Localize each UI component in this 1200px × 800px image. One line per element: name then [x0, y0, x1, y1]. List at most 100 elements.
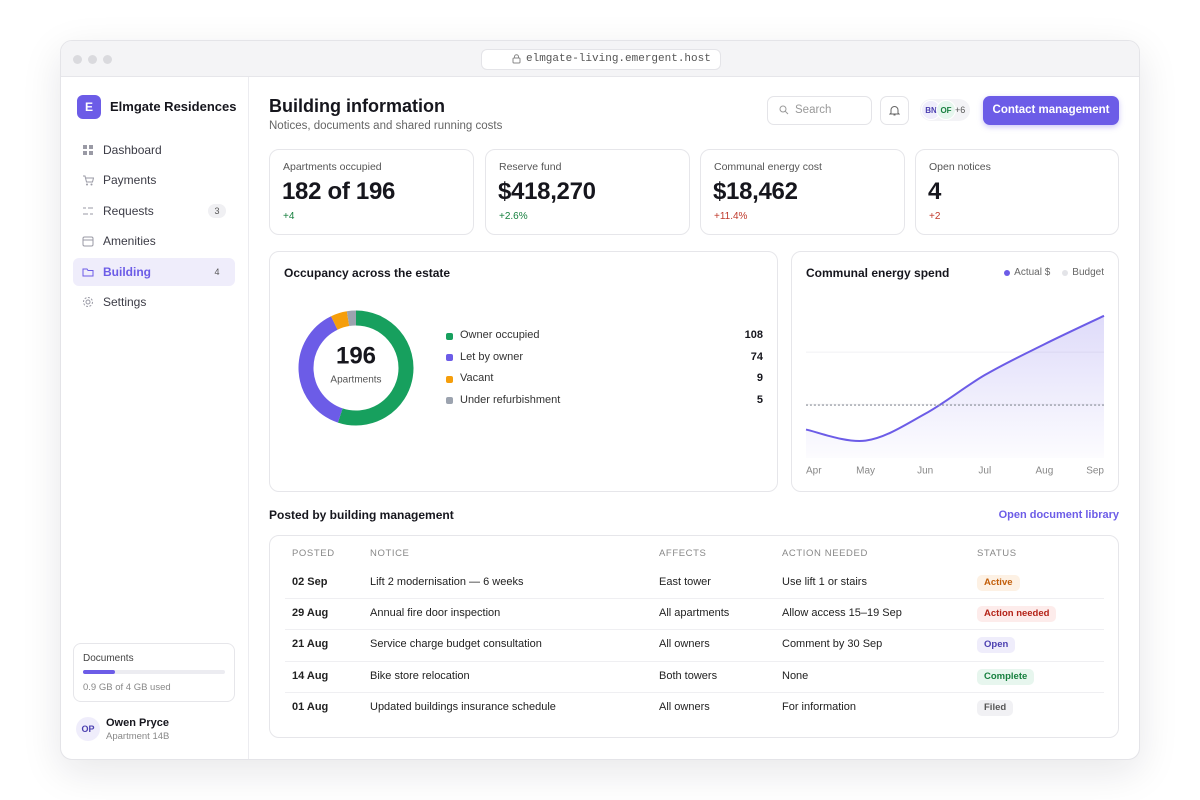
search-box[interactable] — [767, 96, 872, 125]
storage-track — [83, 670, 225, 674]
kpi-card — [700, 149, 905, 235]
table-cell: East tower — [659, 576, 711, 588]
kpi-delta: +2.6% — [499, 211, 528, 222]
sidebar — [61, 77, 249, 759]
nav-icon — [82, 236, 94, 247]
nav-item[interactable]: Payments — [103, 173, 157, 188]
donut-segment — [346, 310, 357, 327]
table-cell: Service charge budget consultation — [370, 638, 542, 651]
chart-title: Communal energy spend — [806, 266, 950, 280]
row-divider — [285, 598, 1104, 600]
kpi-label: Open notices — [929, 161, 991, 173]
nav-badge: 3 — [208, 203, 226, 218]
nav-item[interactable]: Requests — [103, 203, 154, 218]
status-pill: Action needed — [977, 606, 1057, 623]
legend-dot — [1004, 270, 1011, 276]
search-placeholder: Search — [795, 104, 832, 116]
legend-value: 5 — [756, 393, 763, 406]
table-cell: Updated buildings insurance schedule — [370, 700, 556, 713]
status-pill: Filed — [977, 699, 1014, 716]
x-tick-label: May — [856, 466, 875, 477]
legend-dot — [446, 354, 453, 362]
table-cell: 01 Aug — [292, 700, 329, 713]
window-dot[interactable] — [73, 55, 82, 64]
row-divider — [285, 629, 1104, 631]
status-pill: Open — [977, 637, 1016, 654]
kpi-value: 4 — [928, 178, 942, 205]
user-unit: Apartment 14B — [106, 731, 170, 742]
donut-segment — [298, 316, 343, 423]
bell-icon — [889, 106, 900, 116]
legend-dot — [446, 332, 453, 340]
document-link[interactable]: Open document library — [998, 509, 1119, 521]
x-tick-label: Jun — [917, 466, 933, 477]
x-tick-label: Apr — [806, 466, 822, 477]
x-tick-label: Jul — [978, 466, 991, 477]
contact-button[interactable]: Contact management — [983, 96, 1119, 125]
chart-title: Occupancy across the estate — [284, 266, 451, 280]
window-dot[interactable] — [103, 55, 112, 64]
table-cell: Both towers — [659, 669, 718, 682]
kpi-label: Communal energy cost — [714, 161, 822, 173]
column-header: AFFECTS — [659, 548, 707, 559]
storage-bar — [83, 670, 115, 674]
storage-text: 0.9 GB of 4 GB used — [83, 682, 171, 693]
page-subtitle: Notices, documents and shared running co… — [269, 120, 503, 132]
chart-card — [269, 251, 778, 492]
section-title: Posted by building management — [269, 508, 454, 522]
url-bar[interactable] — [481, 49, 721, 70]
table-cell: Bike store relocation — [370, 669, 470, 682]
legend-label: Owner occupied — [460, 329, 540, 341]
legend-dot — [1062, 270, 1069, 276]
table-cell: Allow access 15–19 Sep — [782, 607, 902, 620]
column-header: STATUS — [977, 548, 1017, 559]
column-header: POSTED — [292, 548, 335, 559]
x-tick-label: Sep — [1086, 466, 1104, 477]
table-cell: 21 Aug — [292, 638, 329, 651]
nav-icon — [83, 175, 94, 186]
window-dot[interactable] — [88, 55, 97, 64]
table-cell: All owners — [659, 638, 710, 651]
column-header: NOTICE — [370, 548, 410, 559]
row-divider — [285, 691, 1104, 693]
nav-badge: 4 — [214, 266, 220, 277]
storage-label: Documents — [83, 653, 134, 664]
nav-icon — [82, 268, 94, 277]
nav-active-bg[interactable] — [73, 257, 235, 286]
legend-label: Vacant — [460, 372, 494, 385]
table-cell: For information — [782, 700, 856, 713]
donut-chart: 196 Apartments — [298, 310, 414, 426]
donut-segment — [331, 311, 350, 330]
lock-icon — [512, 54, 521, 64]
legend-value: 9 — [756, 372, 763, 385]
table-cell: All owners — [659, 700, 710, 713]
avatar-more: +6 — [955, 105, 966, 115]
table-cell: 14 Aug — [292, 669, 329, 682]
url: elmgate-living.emergent.host — [526, 53, 711, 65]
kpi-delta: +11.4% — [714, 211, 748, 222]
kpi-card — [269, 149, 474, 235]
table-cell: Comment by 30 Sep — [782, 638, 883, 651]
table-cell: All apartments — [659, 607, 730, 620]
bell-button[interactable] — [880, 96, 909, 125]
nav-icon — [83, 297, 93, 307]
area — [806, 315, 1104, 458]
table-cell: None — [782, 669, 809, 682]
nav-item[interactable]: Building — [103, 264, 151, 279]
kpi-card — [915, 149, 1119, 235]
status-pill: Complete — [977, 668, 1035, 685]
x-tick-label: Aug — [1036, 466, 1054, 477]
table-cell: Lift 2 modernisation — 6 weeks — [370, 576, 524, 588]
donut-segment — [337, 310, 414, 426]
kpi-value: $418,270 — [498, 178, 596, 205]
nav-item[interactable]: Dashboard — [103, 143, 162, 157]
kpi-delta: +2 — [929, 211, 941, 222]
kpi-value: $18,462 — [713, 178, 798, 205]
nav-item[interactable]: Settings — [103, 295, 147, 309]
nav-item[interactable]: Amenities — [103, 234, 156, 249]
legend-label: Under refurbishment — [460, 393, 561, 406]
donut-center-label: Apartments — [330, 375, 381, 386]
page-title: Building information — [269, 96, 445, 116]
table-cell: 29 Aug — [292, 607, 329, 620]
